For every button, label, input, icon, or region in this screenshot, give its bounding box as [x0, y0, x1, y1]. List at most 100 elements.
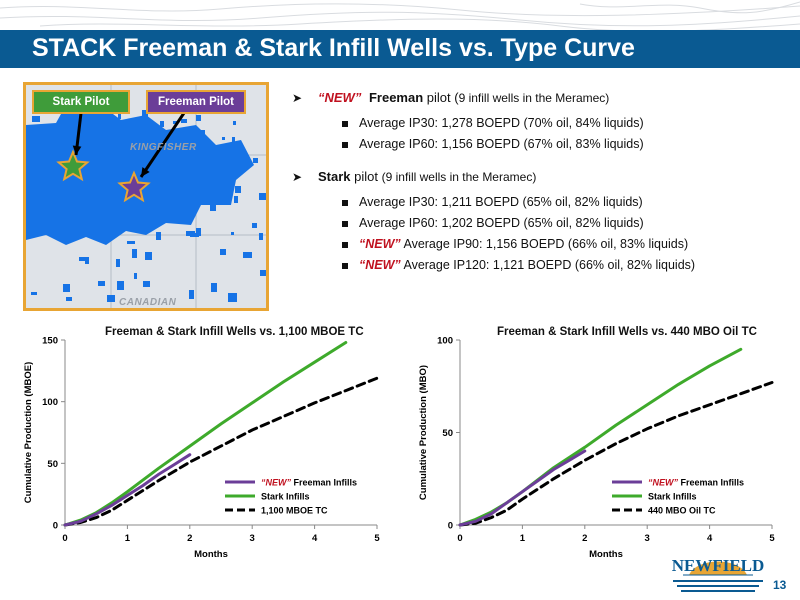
legend-label: Stark Infills — [648, 492, 697, 502]
acreage-block — [48, 131, 51, 139]
square-bullet-icon — [342, 242, 348, 248]
bullet-text: Average IP120: 1,121 BOEPD (66% oil, 82%… — [400, 258, 696, 272]
square-bullet-icon — [342, 221, 348, 227]
acreage-block — [107, 295, 115, 302]
acreage-block — [69, 233, 73, 241]
acreage-block — [116, 259, 120, 267]
newfield-logo: NEWFIELD — [672, 556, 765, 592]
acreage-block — [84, 151, 93, 155]
bullet-text: Average IP30: 1,278 BOEPD (70% oil, 84% … — [359, 116, 644, 130]
arrow-bullet-icon: ➤ — [292, 170, 303, 184]
pilot-word: pilot ( — [423, 90, 459, 105]
acreage-block — [108, 120, 117, 124]
acreage-block — [63, 284, 70, 292]
acreage-block — [54, 191, 63, 195]
freeman-name: Freeman — [368, 90, 424, 105]
acreage-block — [98, 281, 105, 286]
freeman-pointer-arrow-icon — [139, 112, 186, 178]
x-tick-label: 2 — [187, 533, 192, 544]
acreage-block — [66, 297, 72, 301]
y-tick-label: 100 — [42, 397, 58, 408]
arrow-bullet-icon: ➤ — [292, 91, 303, 105]
stark-pilot-heading: ➤ Stark pilot (9 infill wells in the Mer… — [286, 167, 786, 187]
acreage-block — [115, 210, 124, 216]
stark-pointer-arrow-icon — [72, 112, 83, 156]
acreage-block — [30, 165, 37, 168]
list-item: “NEW” Average IP90: 1,156 BOEPD (66% oil… — [286, 235, 786, 254]
freeman-pilot-heading: ➤ “NEW” Freeman pilot (9 infill wells in… — [286, 88, 786, 108]
square-bullet-icon — [342, 263, 348, 269]
x-tick-label: 1 — [520, 533, 526, 544]
series-line-1 — [458, 347, 743, 527]
acreage-block — [142, 110, 148, 117]
x-tick-label: 5 — [374, 533, 380, 544]
x-tick-label: 3 — [250, 533, 255, 544]
title-bar — [0, 30, 800, 68]
acreage-block — [231, 232, 234, 235]
acreage-block — [132, 249, 137, 258]
acreage-block — [156, 232, 161, 240]
legend-label: Stark Infills — [261, 492, 310, 502]
square-bullet-icon — [342, 200, 348, 206]
acreage-block — [110, 219, 116, 222]
legend-label: “NEW” Freeman Infills — [261, 478, 357, 488]
acreage-block — [228, 293, 237, 302]
acreage-block — [143, 281, 150, 287]
acreage-block — [110, 146, 115, 153]
x-axis-label: Months — [589, 549, 623, 560]
x-tick-label: 0 — [62, 533, 67, 544]
pilot-summary: ➤ “NEW” Freeman pilot (9 infill wells in… — [286, 88, 786, 277]
acreage-block — [196, 228, 201, 236]
y-axis-label: Cumulative Production (MBOE) — [23, 362, 34, 503]
bullet-text: Average IP60: 1,156 BOEPD (67% oil, 83% … — [359, 137, 644, 151]
acreage-block — [141, 214, 144, 218]
series-line-0 — [458, 449, 587, 527]
x-axis-label: Months — [194, 549, 228, 560]
acreage-block — [220, 249, 226, 255]
acreage-block — [176, 157, 181, 160]
x-tick-label: 1 — [125, 533, 131, 544]
y-tick-label: 100 — [437, 336, 453, 347]
acreage-block — [157, 215, 160, 220]
acreage-block — [184, 135, 190, 141]
chart-1-title: Freeman & Stark Infill Wells vs. 1,100 M… — [105, 326, 364, 338]
series-line-0 — [63, 453, 192, 527]
acreage-block — [85, 183, 91, 188]
series-line-2 — [63, 376, 379, 527]
acreage-block — [234, 196, 238, 203]
acreage-block — [259, 233, 263, 240]
acreage-block — [218, 194, 224, 203]
acreage-block — [125, 128, 134, 135]
acreage-block — [85, 257, 89, 264]
acreage-block — [50, 193, 58, 196]
acreage-block — [211, 283, 217, 292]
new-tag: “NEW” — [359, 237, 401, 251]
acreage-block — [260, 270, 266, 276]
list-item: Average IP30: 1,211 BOEPD (65% oil, 82% … — [286, 193, 786, 212]
acreage-block — [165, 172, 172, 175]
acreage-block — [39, 155, 45, 161]
logo-wordmark: NEWFIELD — [672, 556, 765, 575]
y-tick-label: 50 — [442, 428, 453, 439]
legend-label: 440 MBO Oil TC — [648, 506, 716, 516]
acreage-block — [103, 124, 108, 129]
acreage-block — [98, 189, 105, 198]
freeman-desc: 9 infill wells in the Meramec) — [458, 91, 610, 105]
new-tag: “NEW” — [359, 258, 401, 272]
topographic-header-pattern — [0, 1, 800, 30]
x-tick-label: 3 — [645, 533, 650, 544]
square-bullet-icon — [342, 142, 348, 148]
stark-pilot-star-icon — [56, 149, 90, 182]
acreage-block — [236, 149, 240, 156]
y-tick-label: 50 — [47, 459, 58, 470]
bullet-text: Average IP30: 1,211 BOEPD (65% oil, 82% … — [359, 195, 643, 209]
stark-pilot-tag: Stark Pilot — [32, 90, 130, 114]
acreage-block — [184, 174, 192, 180]
acreage-block — [127, 241, 135, 244]
acreage-block — [259, 193, 266, 200]
freeman-pilot-star-icon — [117, 170, 151, 203]
acreage-block — [130, 121, 139, 126]
acreage-block — [32, 116, 40, 122]
acreage-block — [76, 219, 83, 225]
acreage-block — [199, 157, 208, 160]
